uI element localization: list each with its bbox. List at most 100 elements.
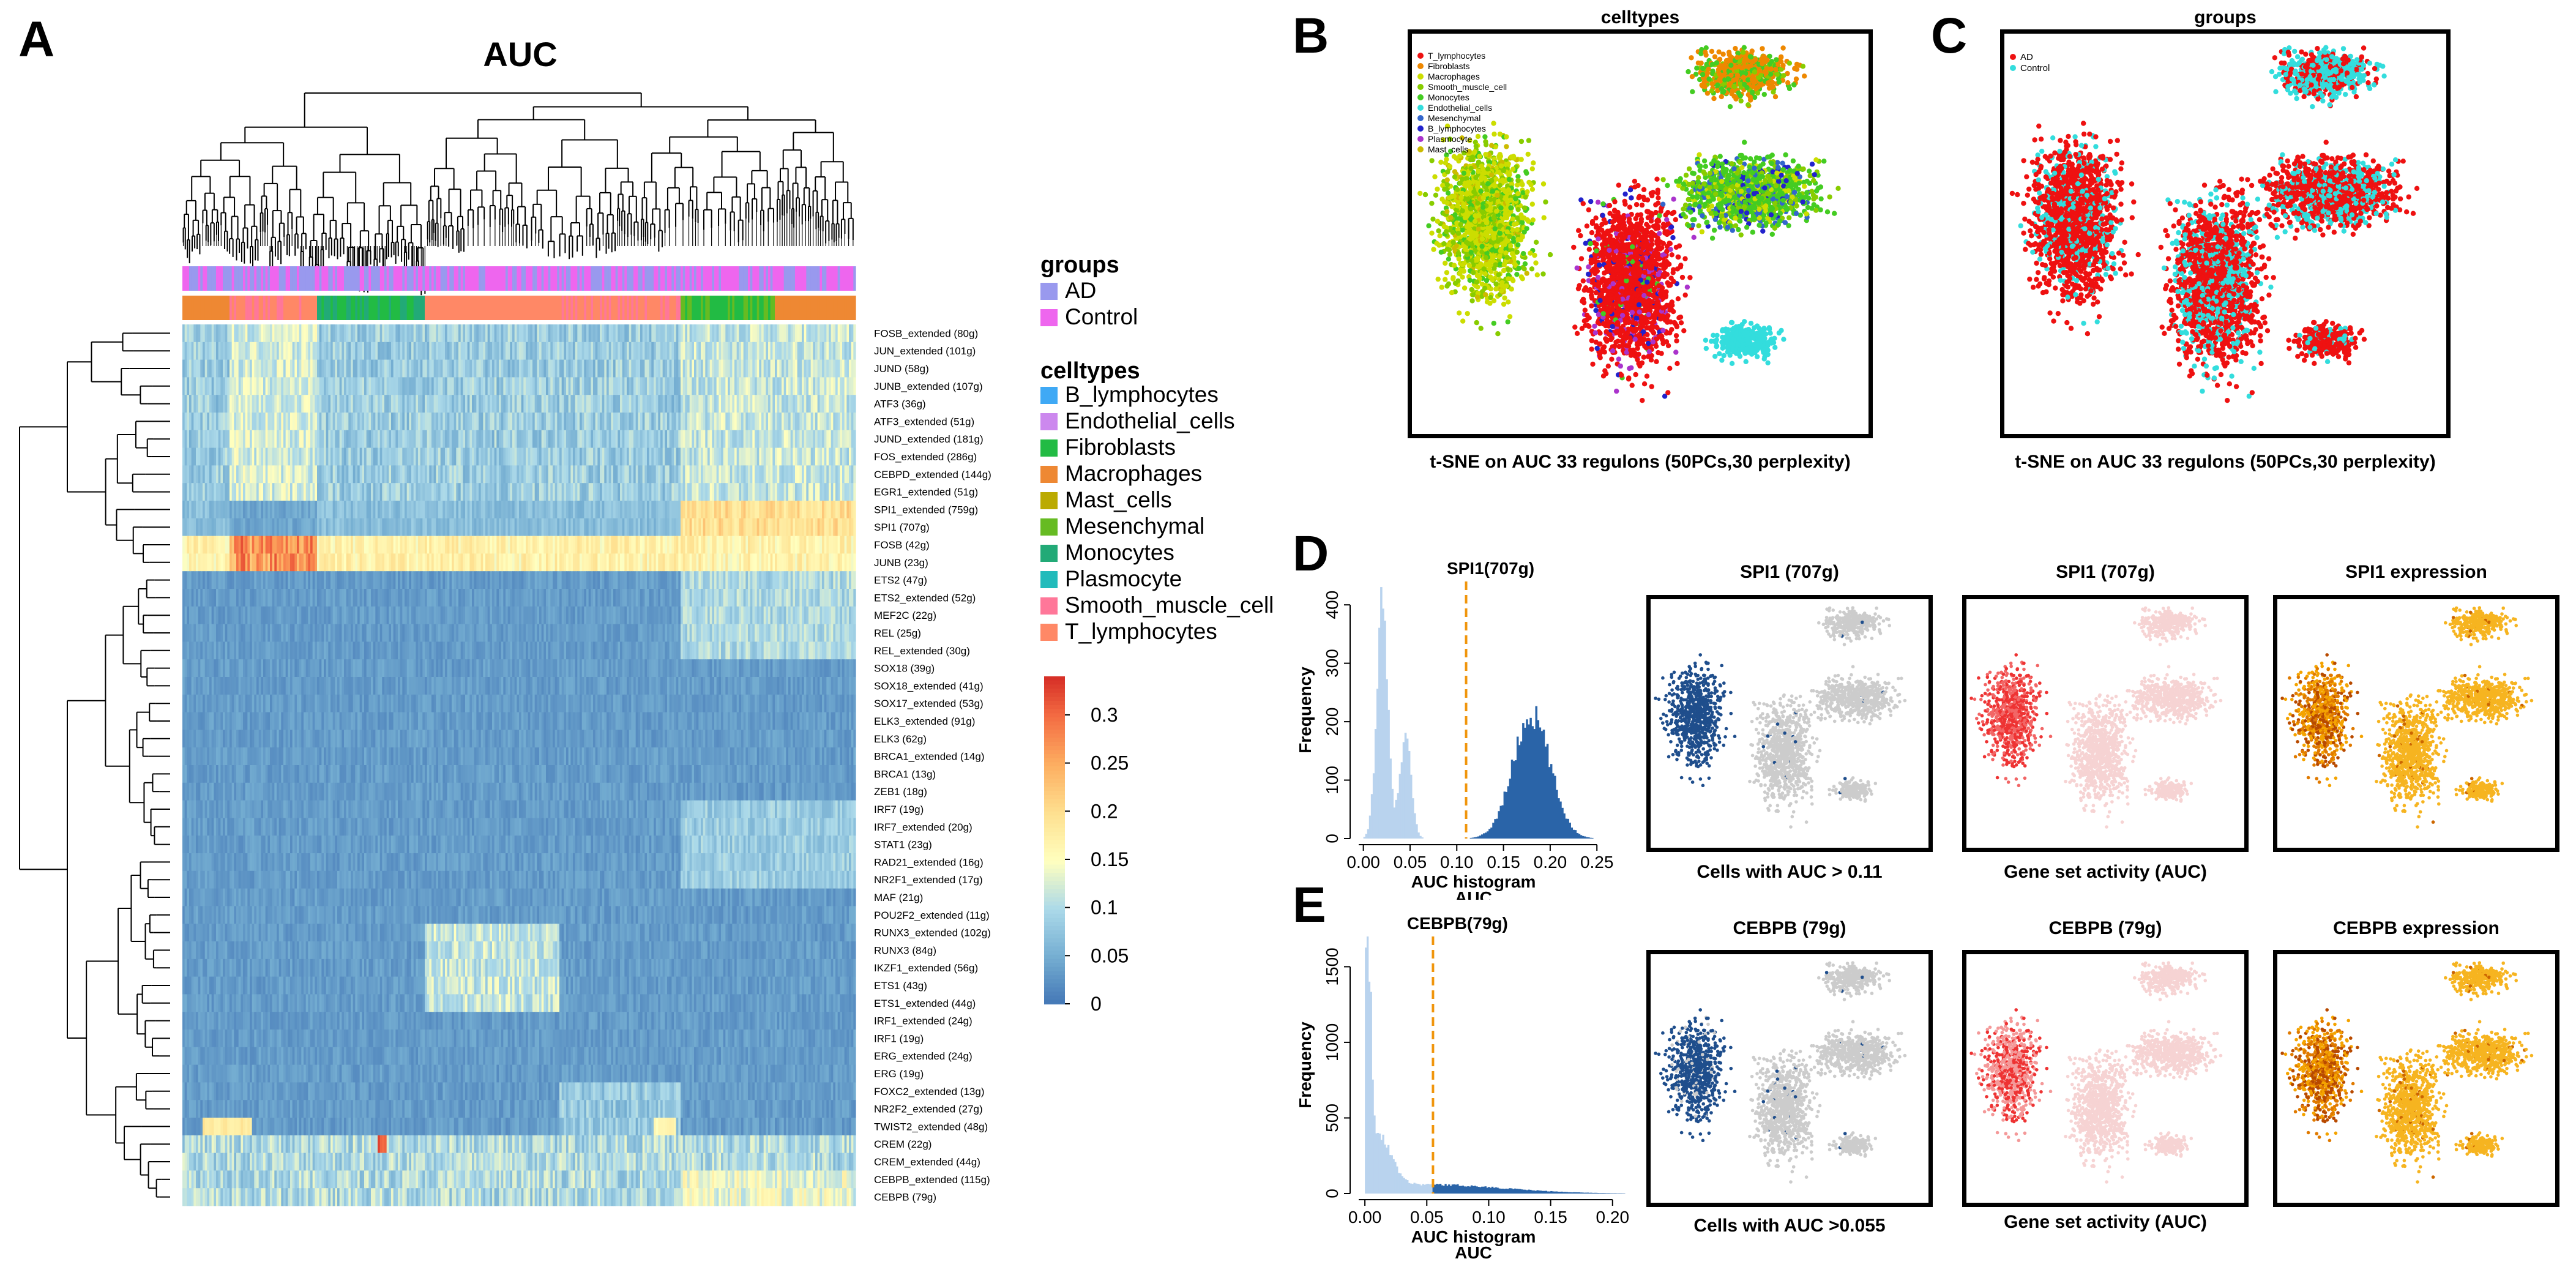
auc-colorbar: 0.30.250.20.150.10.050 xyxy=(1044,676,1129,1015)
tsne-legend-label: Fibroblasts xyxy=(1428,61,1469,71)
x-axis-sublabel: AUC xyxy=(1455,1243,1492,1261)
y-tick-label: 400 xyxy=(1323,591,1342,619)
tsne-celltypes-title: celltypes xyxy=(1408,7,1873,28)
x-tick-label: 0.15 xyxy=(1487,853,1520,872)
x-tick-label: 0.20 xyxy=(1534,853,1567,872)
x-tick-label: 0.10 xyxy=(1440,853,1474,872)
auc-heatmap: AUC FOSB_extended (80g)JUN_extended (101… xyxy=(0,0,1291,1267)
x-tick-label: 0.00 xyxy=(1348,1208,1382,1227)
regulon-label: IRF1 (19g) xyxy=(874,1033,924,1044)
cebpb-expression-frame xyxy=(2273,950,2559,1207)
histogram-bars xyxy=(1365,936,1625,1194)
tsne-legend-label: T_lymphocytes xyxy=(1428,51,1485,61)
celltypes-legend-title: celltypes xyxy=(1040,358,1140,384)
x-tick-label: 0.05 xyxy=(1410,1208,1444,1227)
celltypes-legend-swatch xyxy=(1040,545,1058,562)
colorbar-tick-label: 0.2 xyxy=(1091,800,1118,822)
cebpb-auc-histogram: CEBPB(79g)0.00 0.05 0.10 0.15 0.200500100015… xyxy=(1291,900,1634,1261)
groups-legend-label: Control xyxy=(1065,304,1138,329)
regulon-label: IKZF1_extended (56g) xyxy=(874,962,978,974)
regulon-label: IRF7 (19g) xyxy=(874,804,924,815)
tsne-legend-marker xyxy=(2010,65,2016,71)
regulon-label: ETS2_extended (52g) xyxy=(874,592,976,604)
regulon-label: ATF3 (36g) xyxy=(874,398,926,410)
tsne-legend-marker xyxy=(1417,84,1424,90)
y-tick-label: 1000 xyxy=(1323,1023,1342,1061)
y-tick-label: 1500 xyxy=(1323,947,1342,985)
spi1-activity-title: SPI1 (707g) xyxy=(1962,562,2249,583)
y-tick-label: 0 xyxy=(1323,834,1342,843)
celltypes-legend-swatch xyxy=(1040,518,1058,536)
regulon-label: FOSB (42g) xyxy=(874,539,930,551)
regulon-label: ELK3_extended (91g) xyxy=(874,716,975,727)
regulon-label: ERG (19g) xyxy=(874,1068,924,1080)
celltypes-legend-swatch xyxy=(1040,492,1058,509)
regulon-label: CEBPB_extended (115g) xyxy=(874,1174,990,1186)
celltypes-legend-label: Macrophages xyxy=(1065,461,1202,486)
regulon-label: IRF7_extended (20g) xyxy=(874,821,973,833)
colorbar-tick-label: 0.3 xyxy=(1091,704,1118,726)
heatmap-title: AUC xyxy=(483,35,557,73)
tsne-legend-label: Macrophages xyxy=(1428,72,1480,81)
spi1-binary-title: SPI1 (707g) xyxy=(1646,562,1933,583)
regulon-label: REL_extended (30g) xyxy=(874,645,970,657)
celltypes-legend-label: T_lymphocytes xyxy=(1065,619,1217,644)
spi1-expression-title: SPI1 expression xyxy=(2273,562,2559,583)
tsne-legend: T_lymphocytesFibroblastsMacrophagesSmoot… xyxy=(1417,51,1507,154)
x-tick-label: 0.20 xyxy=(1596,1208,1630,1227)
colorbar-tick-label: 0 xyxy=(1091,993,1102,1015)
x-axis-sublabel: AUC xyxy=(1455,888,1492,900)
regulon-label: NR2F2_extended (27g) xyxy=(874,1104,983,1115)
colorbar-tick-label: 0.15 xyxy=(1091,848,1129,870)
cebpb-activity-title: CEBPB (79g) xyxy=(1962,918,2249,939)
regulon-label: JUND_extended (181g) xyxy=(874,433,984,445)
groups-legend-label: AD xyxy=(1065,278,1096,303)
regulon-label: STAT1 (23g) xyxy=(874,839,932,851)
regulon-label: FOSB_extended (80g) xyxy=(874,327,978,339)
regulon-label: MAF (21g) xyxy=(874,892,923,903)
regulon-label: EGR1_extended (51g) xyxy=(874,487,978,498)
tsne-legend-marker xyxy=(1417,63,1424,69)
tsne-legend-marker xyxy=(1417,115,1424,121)
tsne-legend-label: Endothelial_cells xyxy=(1428,103,1492,113)
spi1-auc-histogram: SPI1(707g)0.00 0.05 0.10 0.15 0.20 0.25010020… xyxy=(1291,545,1634,900)
groups-legend-swatch xyxy=(1040,283,1058,300)
tsne-legend-marker xyxy=(1417,94,1424,100)
regulon-label: JUNB_extended (107g) xyxy=(874,381,983,392)
cebpb-activity-tsne xyxy=(1966,954,2244,1203)
cebpb-expression-title: CEBPB expression xyxy=(2273,918,2559,939)
celltypes-legend-label: Mast_cells xyxy=(1065,487,1172,512)
tsne-groups-caption: t-SNE on AUC 33 regulons (50PCs,30 perpl… xyxy=(1950,452,2501,473)
mini-tsne-points xyxy=(2280,606,2533,829)
tsne-celltypes-caption: t-SNE on AUC 33 regulons (50PCs,30 perpl… xyxy=(1365,452,1916,473)
regulon-label: SOX18 (39g) xyxy=(874,663,935,675)
row-dendrogram xyxy=(20,333,170,1197)
regulon-label: CREM (22g) xyxy=(874,1138,931,1150)
colorbar-tick-label: 0.25 xyxy=(1091,752,1129,774)
cebpb-binary-title: CEBPB (79g) xyxy=(1646,918,1933,939)
celltypes-legend-swatch xyxy=(1040,597,1058,615)
column-annotation-bars xyxy=(182,266,856,320)
histogram-title: CEBPB(79g) xyxy=(1407,914,1508,933)
tsne-legend-label: Monocytes xyxy=(1428,92,1469,102)
heatmap-cells xyxy=(182,324,856,1206)
mini-tsne-points xyxy=(1654,606,1906,829)
regulon-label: RAD21_extended (16g) xyxy=(874,856,984,868)
colorbar-tick-label: 0.1 xyxy=(1091,897,1118,919)
regulon-label: NR2F1_extended (17g) xyxy=(874,874,983,886)
celltypes-legend-label: Mesenchymal xyxy=(1065,514,1204,539)
regulon-label: FOXC2_extended (13g) xyxy=(874,1086,985,1097)
y-tick-label: 0 xyxy=(1323,1189,1342,1198)
y-axis-label: Frequency xyxy=(1296,1022,1315,1108)
celltypes-legend-swatch xyxy=(1040,624,1058,641)
celltypes-legend-label: Plasmocyte xyxy=(1065,566,1182,591)
cebpb-binary-frame xyxy=(1646,950,1933,1207)
y-axis-label: Frequency xyxy=(1296,667,1315,753)
spi1-activity-frame xyxy=(1962,595,2249,852)
tsne-legend-label: B_lymphocytes xyxy=(1428,124,1486,133)
spi1-expression-frame xyxy=(2273,595,2559,852)
groups-legend-title: groups xyxy=(1040,252,1119,278)
regulon-label: IRF1_extended (24g) xyxy=(874,1015,973,1027)
regulon-label: BRCA1 (13g) xyxy=(874,768,936,780)
